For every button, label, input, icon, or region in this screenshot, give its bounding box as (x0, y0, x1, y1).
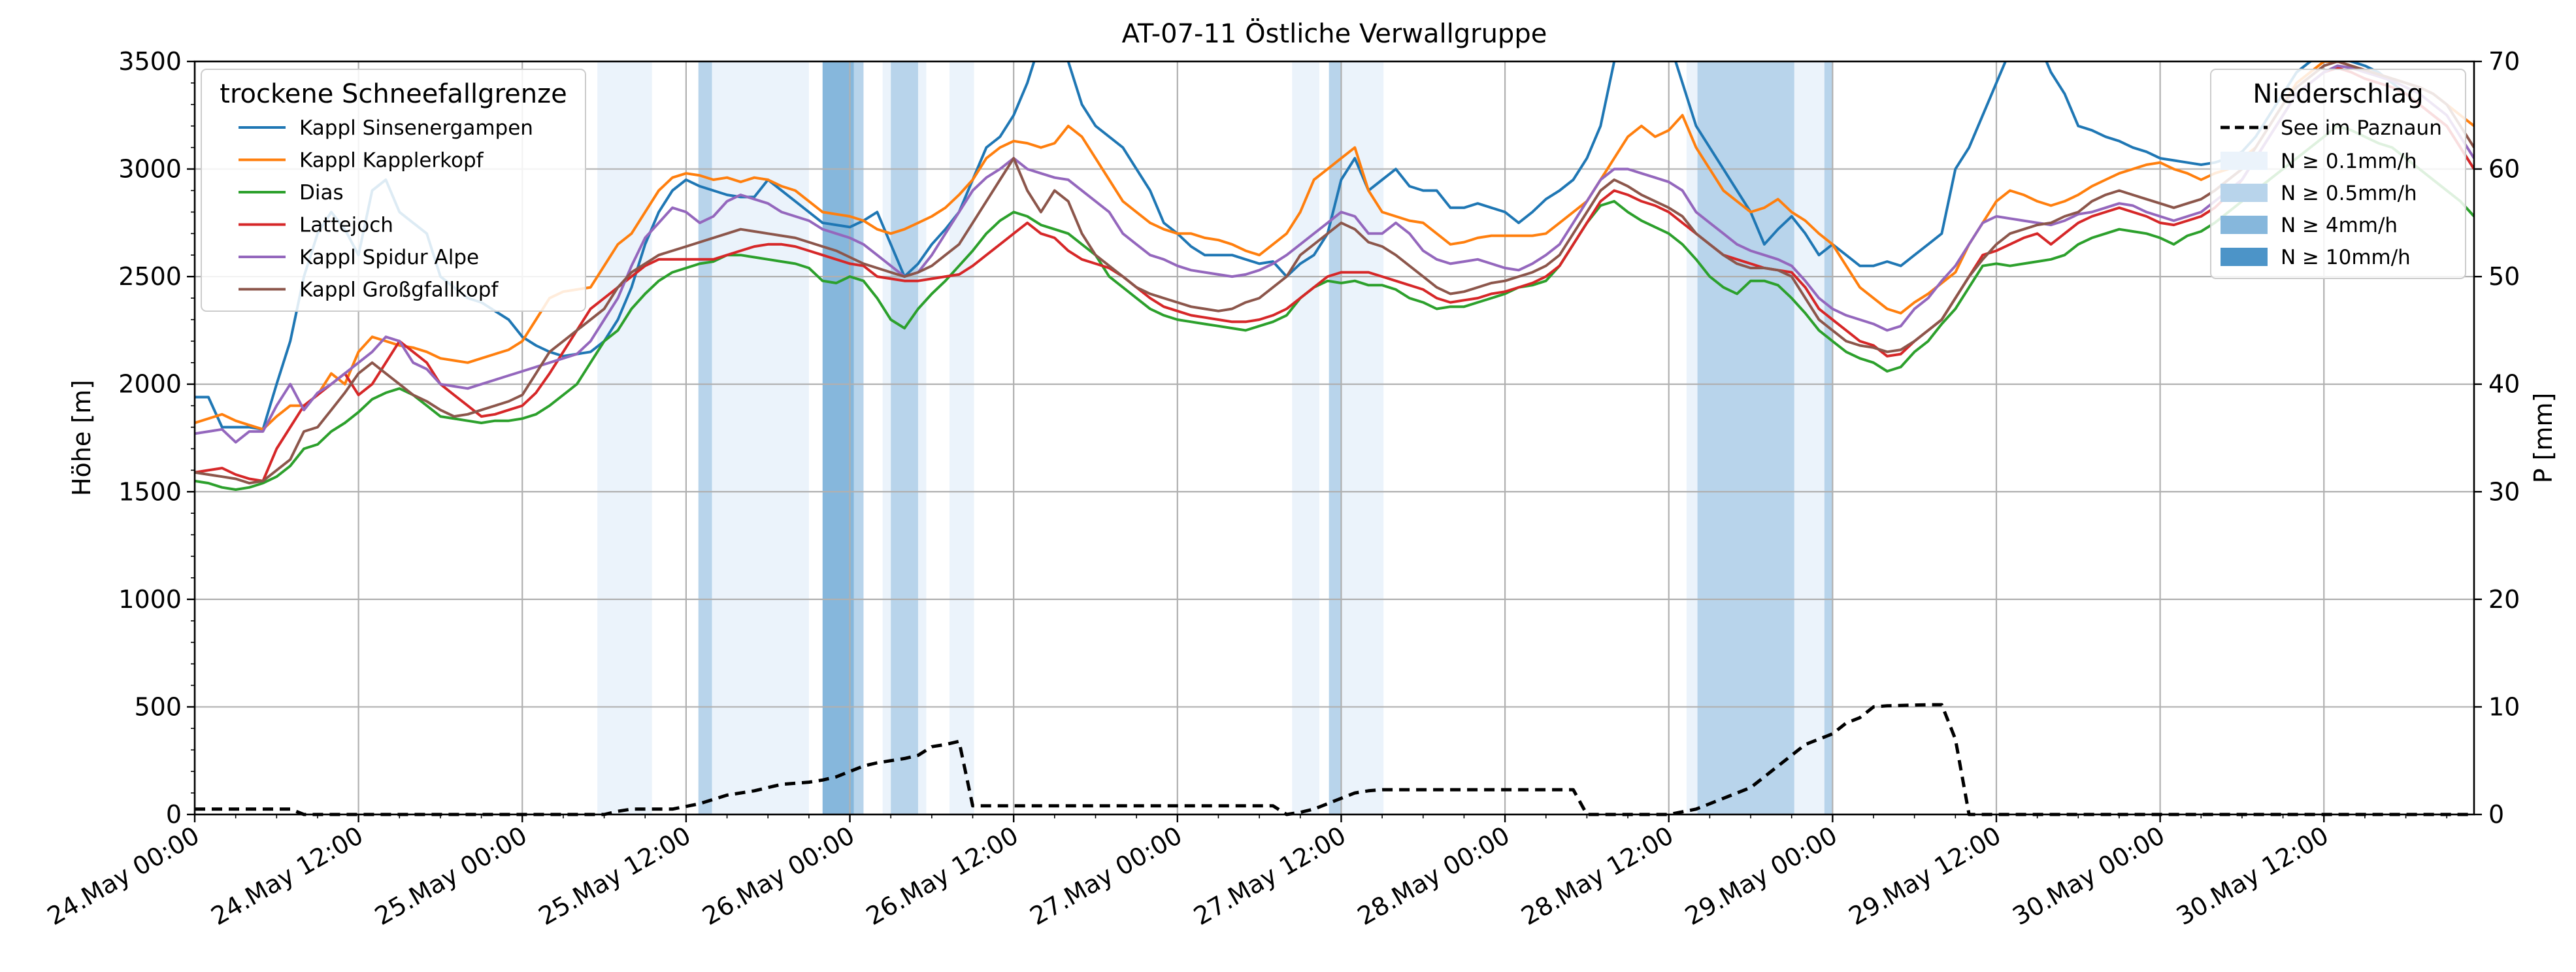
legend-precipitation-frame (2210, 69, 2466, 279)
precip-band-5 (882, 61, 891, 814)
ytick-left-label-5: 2500 (118, 262, 182, 291)
precip-band-1 (698, 61, 712, 814)
ytick-left-label-7: 3500 (118, 47, 182, 76)
precip-band-3 (822, 61, 854, 814)
precip-band-11 (1341, 61, 1384, 814)
legend-snowline: trockene Schneefallgrenze Kappl Sinsener… (201, 69, 586, 312)
chart-title: AT-07-11 Östliche Verwallgruppe (1122, 18, 1547, 49)
legend-precip-swatch-2 (2221, 216, 2268, 234)
precip-band-0 (597, 61, 652, 814)
y-axis-label-left: Höhe [m] (67, 380, 96, 496)
precip-band-15 (1824, 61, 1833, 814)
ytick-right-label-6: 60 (2488, 155, 2520, 184)
legend-precip-swatch-0 (2221, 152, 2268, 170)
legend-snow-label-2: Dias (299, 181, 344, 205)
y-axis-label-right: P [mm] (2529, 393, 2558, 484)
series-line-2 (195, 124, 2474, 491)
series-line-0 (195, 61, 2474, 431)
legend-snowline-title: trockene Schneefallgrenze (220, 79, 567, 109)
ytick-right-label-5: 50 (2488, 262, 2520, 291)
precip-band-9 (1292, 61, 1320, 814)
legend-snow-label-5: Kappl Großgfallkopf (299, 278, 499, 302)
precip-band-12 (1686, 61, 1698, 814)
ytick-right-label-4: 40 (2488, 370, 2520, 399)
precip-band-8 (949, 61, 974, 814)
right-y-axis: 0 10 20 30 40 50 60 70 (2474, 47, 2520, 829)
precip-band-6 (891, 61, 918, 814)
legend-precip-swatch-3 (2221, 248, 2268, 266)
precip-band-10 (1329, 61, 1342, 814)
precip-band-14 (1794, 61, 1825, 814)
legend-snow-label-0: Kappl Sinsenergampen (299, 116, 533, 140)
legend-snow-label-1: Kappl Kapplerkopf (299, 149, 484, 173)
ytick-left-label-6: 3000 (118, 155, 182, 184)
legend-snowline-frame (201, 69, 586, 312)
legend-precip-label-2: N ≥ 4mm/h (2281, 214, 2398, 237)
ytick-right-label-3: 30 (2488, 477, 2520, 506)
legend-precip-label-0: N ≥ 0.1mm/h (2281, 150, 2417, 173)
ytick-left-label-1: 500 (134, 692, 182, 721)
ytick-left-label-0: 0 (166, 800, 182, 829)
legend-precip-line-label: See im Paznaun (2281, 116, 2442, 140)
series-line-5 (195, 61, 2474, 485)
legend-snow-label-4: Kappl Spidur Alpe (299, 246, 479, 269)
series-line-3 (195, 66, 2474, 482)
precipitation-bands (597, 61, 1833, 814)
ytick-left-label-3: 1500 (118, 477, 182, 506)
precip-band-7 (917, 61, 927, 814)
ytick-left-label-2: 1000 (118, 585, 182, 614)
precip-band-13 (1697, 61, 1794, 814)
ytick-right-label-7: 70 (2488, 47, 2520, 76)
precip-band-4 (853, 61, 864, 814)
legend-precip-label-3: N ≥ 10mm/h (2281, 246, 2411, 269)
plot-frame (193, 60, 2475, 816)
series-line-4 (195, 64, 2474, 444)
precip-band-2 (712, 61, 809, 814)
legend-precipitation: Niederschlag See im Paznaun N ≥ 0.1mm/h N… (2210, 69, 2466, 279)
ytick-right-label-2: 20 (2488, 585, 2520, 614)
legend-precipitation-title: Niederschlag (2253, 79, 2423, 109)
legend-snow-label-3: Lattejoch (299, 214, 393, 237)
legend-precip-label-1: N ≥ 0.5mm/h (2281, 182, 2417, 205)
ytick-right-label-1: 10 (2488, 692, 2520, 721)
legend-precip-swatch-1 (2221, 184, 2268, 202)
ytick-left-label-4: 2000 (118, 370, 182, 399)
left-y-axis: 0 500 1000 1500 2000 2500 3000 3500 (118, 47, 195, 829)
ytick-right-label-0: 0 (2488, 800, 2504, 829)
